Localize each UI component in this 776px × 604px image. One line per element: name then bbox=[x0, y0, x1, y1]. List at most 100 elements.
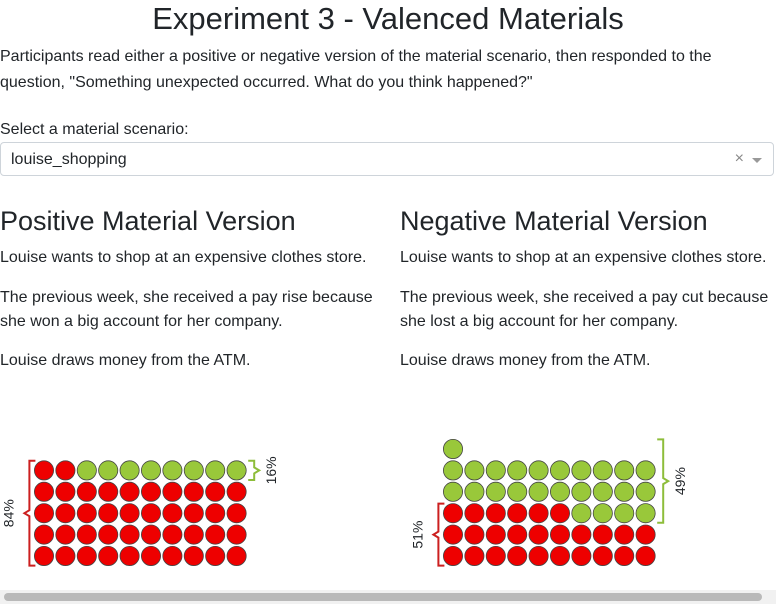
waffle-dot-green bbox=[507, 481, 528, 502]
negative-paragraph: Louise draws money from the ATM. bbox=[400, 352, 651, 369]
waffle-dot-green bbox=[635, 481, 656, 502]
waffle-dot-red bbox=[76, 481, 97, 502]
waffle-dot-red bbox=[528, 524, 549, 545]
waffle-dot-red bbox=[614, 546, 635, 567]
positive-paragraph: The previous week, she received a pay ri… bbox=[0, 289, 373, 330]
waffle-dot-green bbox=[614, 481, 635, 502]
waffle-dot-red bbox=[528, 546, 549, 567]
waffle-dot-green bbox=[119, 460, 140, 481]
waffle-dot-red bbox=[55, 503, 76, 524]
waffle-dot-red bbox=[34, 481, 55, 502]
positive-column: Positive Material Version Louise wants t… bbox=[0, 204, 380, 369]
waffle-dot-red bbox=[76, 546, 97, 567]
waffle-dot-green bbox=[464, 460, 485, 481]
green-percent-label: 16% bbox=[263, 456, 279, 484]
waffle-dot-red bbox=[485, 503, 506, 524]
waffle-dot-red bbox=[98, 524, 119, 545]
waffle-dot-red bbox=[507, 524, 528, 545]
waffle-dot-green bbox=[205, 460, 226, 481]
waffle-dot-green bbox=[549, 460, 570, 481]
waffle-dot-red bbox=[140, 524, 161, 545]
waffle-dot-red bbox=[205, 481, 226, 502]
waffle-dot-red bbox=[55, 524, 76, 545]
waffle-dot-green bbox=[592, 481, 613, 502]
waffle-dot-red bbox=[226, 481, 247, 502]
waffle-dot-green bbox=[528, 481, 549, 502]
waffle-dot-red bbox=[119, 524, 140, 545]
waffle-dot-red bbox=[528, 503, 549, 524]
scenario-select[interactable]: louise_shopping × bbox=[0, 142, 774, 176]
red-bracket bbox=[431, 502, 445, 567]
waffle-dot-red bbox=[162, 546, 183, 567]
horizontal-scrollbar[interactable] bbox=[0, 590, 776, 604]
scrollbar-thumb[interactable] bbox=[4, 593, 762, 601]
waffle-dot-red bbox=[549, 546, 570, 567]
waffle-dot-red bbox=[162, 481, 183, 502]
waffle-dot-green bbox=[507, 460, 528, 481]
waffle-dot-green bbox=[464, 481, 485, 502]
waffle-dot-green bbox=[549, 481, 570, 502]
waffle-dot-red bbox=[485, 524, 506, 545]
waffle-dot-red bbox=[507, 503, 528, 524]
waffle-dot-red bbox=[226, 546, 247, 567]
waffle-dot-green bbox=[635, 503, 656, 524]
waffle-dot-red bbox=[464, 503, 485, 524]
waffle-dot-green bbox=[571, 460, 592, 481]
waffle-dot-red bbox=[55, 481, 76, 502]
negative-paragraph: Louise wants to shop at an expensive clo… bbox=[400, 249, 767, 266]
waffle-dot-red bbox=[34, 546, 55, 567]
waffle-dot-red bbox=[614, 524, 635, 545]
clear-icon[interactable]: × bbox=[734, 150, 744, 167]
waffle-dot-red bbox=[443, 503, 464, 524]
waffle-dot-red bbox=[205, 524, 226, 545]
chevron-down-icon[interactable] bbox=[752, 158, 762, 163]
waffle-dot-red bbox=[549, 503, 570, 524]
waffle-dot-red bbox=[55, 460, 76, 481]
waffle-dot-green bbox=[592, 503, 613, 524]
waffle-dot-red bbox=[76, 524, 97, 545]
waffle-dot-red bbox=[119, 503, 140, 524]
waffle-dot-red bbox=[635, 524, 656, 545]
waffle-dot-red bbox=[592, 546, 613, 567]
waffle-dot-green bbox=[140, 460, 161, 481]
waffle-dot-red bbox=[205, 546, 226, 567]
waffle-dot-red bbox=[119, 481, 140, 502]
page-title: Experiment 3 - Valenced Materials bbox=[152, 1, 624, 36]
positive-waffle-chart: 84% 16% bbox=[0, 456, 279, 567]
waffle-dot-red bbox=[76, 503, 97, 524]
waffle-dot-red bbox=[507, 546, 528, 567]
waffle-dot-red bbox=[443, 546, 464, 567]
waffle-dot-red bbox=[226, 524, 247, 545]
waffle-dot-green bbox=[571, 503, 592, 524]
waffle-dot-green bbox=[443, 460, 464, 481]
positive-paragraph: Louise wants to shop at an expensive clo… bbox=[0, 249, 367, 266]
waffle-dot-red bbox=[635, 546, 656, 567]
waffle-dot-red bbox=[98, 546, 119, 567]
waffle-dot-red bbox=[485, 546, 506, 567]
positive-heading: Positive Material Version bbox=[0, 206, 296, 236]
waffle-dot-green bbox=[635, 460, 656, 481]
waffle-dot-red bbox=[183, 503, 204, 524]
waffle-dot-red bbox=[205, 503, 226, 524]
waffle-dot-red bbox=[162, 503, 183, 524]
waffle-dot-red bbox=[549, 524, 570, 545]
negative-column: Negative Material Version Louise wants t… bbox=[400, 204, 776, 369]
intro-text: Participants read either a positive or n… bbox=[0, 48, 712, 91]
waffle-dot-green bbox=[485, 460, 506, 481]
waffle-dot-red bbox=[140, 481, 161, 502]
waffle-dot-red bbox=[592, 524, 613, 545]
green-bracket bbox=[248, 459, 262, 481]
waffle-dot-green bbox=[183, 460, 204, 481]
waffle-dot-red bbox=[464, 524, 485, 545]
waffle-dot-red bbox=[140, 503, 161, 524]
negative-paragraph: The previous week, she received a pay cu… bbox=[400, 289, 769, 330]
select-label: Select a material scenario: bbox=[0, 121, 189, 138]
waffle-dot-green bbox=[528, 460, 549, 481]
negative-heading: Negative Material Version bbox=[400, 206, 708, 236]
waffle-dot-green bbox=[443, 481, 464, 502]
red-bracket bbox=[22, 459, 36, 567]
waffle-dot-green bbox=[485, 481, 506, 502]
waffle-dot-green bbox=[76, 460, 97, 481]
waffle-dot-green bbox=[98, 460, 119, 481]
negative-waffle-chart: 51% 49% bbox=[409, 438, 688, 567]
